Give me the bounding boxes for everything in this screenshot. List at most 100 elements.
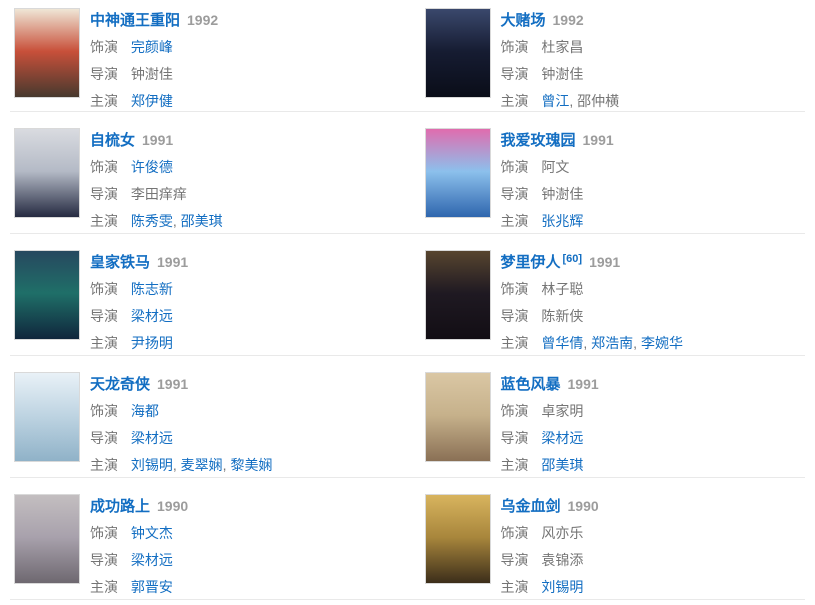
person-link[interactable]: 梁材远 [130, 552, 173, 568]
director-line: 导演 钟澍佳 [501, 64, 620, 83]
movie-info: 天龙奇侠 1991 饰演 海都 导演 梁材远 主演 刘锡明, 麦翠娴, 黎美娴 [90, 372, 272, 477]
director-line: 导演 李田痒痒 [90, 184, 223, 203]
movie-title-link[interactable]: 蓝色风暴 [500, 376, 561, 393]
plays-label: 饰演 [500, 39, 529, 55]
plays-label: 饰演 [500, 159, 529, 175]
movie-poster[interactable] [424, 250, 491, 340]
person-link[interactable]: 邵美琪 [180, 213, 223, 229]
filmography-entry: 蓝色风暴 1991 饰演 卓家明 导演 梁材远 主演 邵美琪 [408, 356, 806, 477]
movie-title-link[interactable]: 我爱玫瑰园 [500, 132, 576, 149]
person-link[interactable]: 张兆辉 [541, 213, 584, 229]
movie-title-link[interactable]: 梦里伊人 [500, 254, 561, 271]
reference-link[interactable]: [60] [562, 253, 583, 265]
movie-year: 1990 [157, 498, 189, 514]
starring-label: 主演 [500, 579, 529, 595]
movie-info: 自梳女 1991 饰演 许俊德 导演 李田痒痒 主演 陈秀雯, 邵美琪 [90, 128, 223, 233]
movie-title-link[interactable]: 自梳女 [90, 132, 136, 149]
movie-year: 1991 [157, 376, 189, 392]
movie-info: 我爱玫瑰园 1991 饰演 阿文 导演 钟澍佳 主演 张兆辉 [501, 128, 614, 233]
person-link[interactable]: 李婉华 [640, 335, 683, 351]
filmography-row: 自梳女 1991 饰演 许俊德 导演 李田痒痒 主演 陈秀雯, 邵美琪 我爱玫瑰园… [10, 112, 805, 234]
person-link[interactable]: 黎美娴 [230, 457, 273, 473]
director-line: 导演 陈新侠 [501, 306, 683, 325]
person-link[interactable]: 陈秀雯 [130, 213, 173, 229]
director-line: 导演 钟澍佳 [90, 64, 218, 83]
director-label: 导演 [90, 66, 118, 82]
person-link[interactable]: 钟文杰 [130, 525, 173, 541]
starring-line: 主演 刘锡明 [501, 577, 599, 596]
person-link[interactable]: 曾江 [541, 93, 570, 109]
movie-info: 蓝色风暴 1991 饰演 卓家明 导演 梁材远 主演 邵美琪 [501, 372, 599, 477]
person-link[interactable]: 曾华倩 [541, 335, 584, 351]
director-label: 导演 [90, 552, 118, 568]
person-link[interactable]: 刘锡明 [130, 457, 173, 473]
person-name: 陈新侠 [541, 308, 584, 324]
person-link[interactable]: 尹扬明 [130, 335, 173, 351]
starring-label: 主演 [90, 457, 118, 473]
person-link[interactable]: 梁材远 [130, 430, 173, 446]
person-name: 钟澍佳 [541, 186, 584, 202]
movie-year: 1991 [157, 254, 189, 270]
person-name: 杜家昌 [541, 39, 584, 55]
movie-poster[interactable] [14, 372, 80, 462]
movie-info: 成功路上 1990 饰演 钟文杰 导演 梁材远 主演 郭晋安 [90, 494, 188, 599]
movie-poster[interactable] [14, 494, 80, 584]
movie-poster[interactable] [14, 8, 80, 98]
movie-poster[interactable] [424, 128, 491, 218]
movie-poster[interactable] [14, 128, 80, 218]
title-line: 皇家铁马 1991 [90, 251, 188, 271]
title-line: 大赌场 1992 [501, 9, 620, 29]
movie-info: 皇家铁马 1991 饰演 陈志新 导演 梁材远 主演 尹扬明 [90, 250, 188, 355]
person-link[interactable]: 完颜峰 [130, 39, 173, 55]
filmography-row: 中神通王重阳 1992 饰演 完颜峰 导演 钟澍佳 主演 郑伊健 大赌场 1992 … [10, 0, 805, 112]
movie-info: 乌金血剑 1990 饰演 风亦乐 导演 袁锦添 主演 刘锡明 [501, 494, 599, 599]
filmography-row: 天龙奇侠 1991 饰演 海都 导演 梁材远 主演 刘锡明, 麦翠娴, 黎美娴 蓝… [10, 356, 805, 478]
person-link[interactable]: 梁材远 [541, 430, 584, 446]
movie-poster[interactable] [424, 8, 491, 98]
plays-label: 饰演 [90, 525, 118, 541]
starring-line: 主演 陈秀雯, 邵美琪 [90, 211, 223, 230]
person-link[interactable]: 梁材远 [130, 308, 173, 324]
person-link[interactable]: 郑伊健 [130, 93, 173, 109]
movie-poster[interactable] [424, 494, 491, 584]
movie-poster[interactable] [14, 250, 80, 340]
person-link[interactable]: 郑浩南 [591, 335, 634, 351]
person-link[interactable]: 麦翠娴 [180, 457, 223, 473]
movie-title-link[interactable]: 天龙奇侠 [90, 376, 151, 393]
person-link[interactable]: 邵美琪 [541, 457, 584, 473]
person-name: 钟澍佳 [541, 66, 584, 82]
starring-line: 主演 郑伊健 [90, 91, 218, 110]
person-link[interactable]: 刘锡明 [541, 579, 584, 595]
starring-label: 主演 [90, 93, 118, 109]
plays-label: 饰演 [90, 159, 118, 175]
starring-label: 主演 [500, 213, 529, 229]
filmography-entry: 中神通王重阳 1992 饰演 完颜峰 导演 钟澍佳 主演 郑伊健 [10, 0, 408, 111]
title-line: 我爱玫瑰园 1991 [501, 129, 614, 149]
person-link[interactable]: 许俊德 [130, 159, 173, 175]
plays-label: 饰演 [90, 403, 118, 419]
movie-poster[interactable] [424, 372, 491, 462]
movie-title-link[interactable]: 皇家铁马 [90, 254, 151, 271]
movie-year: 1992 [187, 12, 219, 28]
person-link[interactable]: 海都 [130, 403, 159, 419]
movie-title-link[interactable]: 大赌场 [500, 12, 546, 29]
director-label: 导演 [500, 552, 529, 568]
filmography-entry: 成功路上 1990 饰演 钟文杰 导演 梁材远 主演 郭晋安 [10, 478, 408, 599]
filmography-row: 成功路上 1990 饰演 钟文杰 导演 梁材远 主演 郭晋安 乌金血剑 1990 饰… [10, 478, 805, 600]
title-line: 成功路上 1990 [90, 495, 188, 515]
person-name: 风亦乐 [541, 525, 584, 541]
person-link[interactable]: 郭晋安 [130, 579, 173, 595]
starring-line: 主演 郭晋安 [90, 577, 188, 596]
filmography-entry: 自梳女 1991 饰演 许俊德 导演 李田痒痒 主演 陈秀雯, 邵美琪 [10, 112, 408, 233]
director-line: 导演 钟澍佳 [501, 184, 614, 203]
movie-title-link[interactable]: 成功路上 [90, 498, 151, 515]
movie-year: 1992 [552, 12, 584, 28]
movie-info: 中神通王重阳 1992 饰演 完颜峰 导演 钟澍佳 主演 郑伊健 [90, 8, 218, 111]
director-label: 导演 [500, 186, 529, 202]
movie-title-link[interactable]: 乌金血剑 [500, 498, 561, 515]
filmography-row: 皇家铁马 1991 饰演 陈志新 导演 梁材远 主演 尹扬明 梦里伊人 [60] 19… [10, 234, 805, 356]
plays-line: 饰演 阿文 [501, 157, 614, 176]
movie-title-link[interactable]: 中神通王重阳 [90, 12, 181, 29]
starring-label: 主演 [90, 335, 118, 351]
person-link[interactable]: 陈志新 [130, 281, 173, 297]
